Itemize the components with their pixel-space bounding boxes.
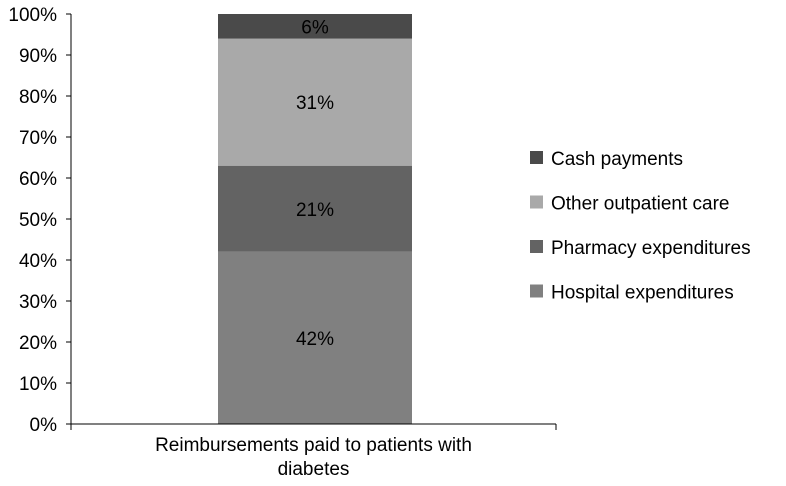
y-tick-label: 100% (8, 5, 57, 26)
y-tick-label: 10% (19, 374, 57, 395)
y-tick-label: 50% (19, 210, 57, 231)
x-category-label-line: Reimbursements paid to patients with (155, 435, 472, 456)
legend: Cash payments Other outpatient care Pharma… (530, 149, 751, 304)
x-category-label: Reimbursements paid to patients with diab… (155, 435, 472, 480)
legend-item-hospital-expenditures: Hospital expenditures (530, 283, 734, 304)
data-label-hospital-expenditures: 42% (296, 329, 334, 350)
legend-item-other-outpatient-care: Other outpatient care (530, 194, 730, 215)
y-tick-label: 40% (19, 251, 57, 272)
y-tick-label: 80% (19, 87, 57, 108)
legend-swatch (530, 195, 543, 209)
legend-swatch (530, 240, 543, 253)
y-axis: 0% 10% 20% 30% 40% 50% 60% 70% 80% 90% 100% (8, 5, 72, 436)
legend-swatch (530, 151, 543, 164)
legend-label: Pharmacy expenditures (551, 238, 751, 259)
y-tick-label: 60% (19, 169, 57, 190)
data-label-other-outpatient-care: 31% (296, 93, 334, 114)
y-tick-label: 30% (19, 292, 57, 313)
bar-segment-other-outpatient-care (218, 38, 412, 166)
x-axis: Reimbursements paid to patients with diab… (70, 423, 557, 480)
legend-label: Cash payments (551, 149, 683, 170)
data-label-cash-payments: 6% (301, 17, 329, 38)
legend-item-cash-payments: Cash payments (530, 149, 683, 170)
data-label-pharmacy-expenditures: 21% (296, 200, 334, 221)
y-tick-label: 20% (19, 333, 57, 354)
bar-segment-hospital-expenditures (218, 251, 412, 424)
legend-label: Hospital expenditures (551, 283, 734, 304)
y-tick-label: 90% (19, 46, 57, 67)
legend-swatch (530, 284, 543, 298)
bar-stack (218, 14, 412, 424)
segment-labels: 42% 21% 31% 6% (296, 17, 334, 350)
y-tick-label: 70% (19, 128, 57, 149)
bar-segment-cash-payments (218, 14, 412, 39)
x-category-label-line: diabetes (278, 459, 350, 480)
bar-segment-pharmacy-expenditures (218, 165, 412, 252)
legend-item-pharmacy-expenditures: Pharmacy expenditures (530, 238, 751, 259)
y-tick-label: 0% (30, 415, 58, 436)
legend-label: Other outpatient care (551, 194, 730, 215)
